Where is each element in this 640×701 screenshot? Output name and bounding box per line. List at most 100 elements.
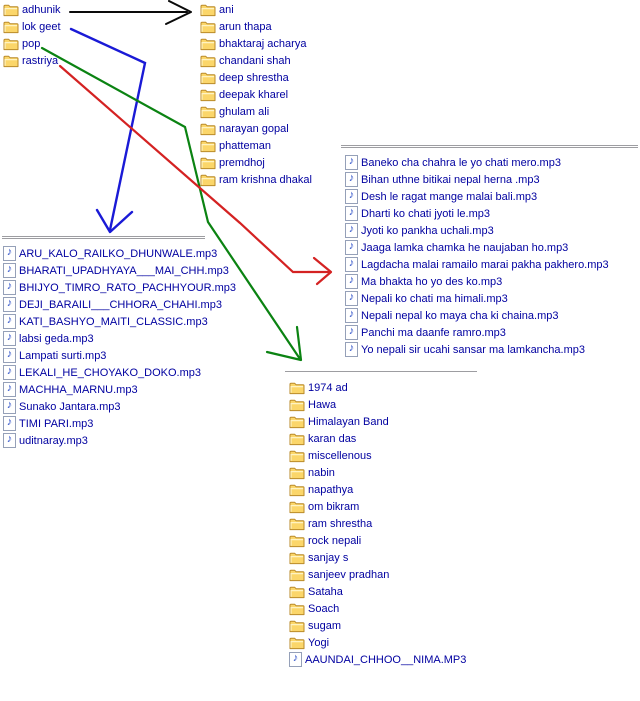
list-item[interactable]: sanjay s [289,549,477,566]
item-label: pop [22,38,41,50]
item-label: Yogi [308,637,330,649]
music-note-icon: ♪ [345,342,358,357]
list-item[interactable]: ♪ BHIJYO_TIMRO_RATO_PACHHYOUR.mp3 [3,279,236,296]
folder-icon [3,4,19,16]
item-label: BHARATI_UPADHYAYA___MAI_CHH.mp3 [19,265,229,277]
list-item[interactable]: ♪ BHARATI_UPADHYAYA___MAI_CHH.mp3 [3,262,229,279]
list-item[interactable]: ♪ Jyoti ko pankha uchali.mp3 [345,222,638,239]
item-label: BHIJYO_TIMRO_RATO_PACHHYOUR.mp3 [19,282,236,294]
list-item[interactable]: Soach [289,600,477,617]
item-label: Ma bhakta ho yo des ko.mp3 [361,276,503,288]
rastriya-song-list: ♪ Baneko cha chahra le yo chati mero.mp3… [341,145,638,358]
music-note-icon: ♪ [345,308,358,323]
list-item[interactable]: bhaktaraj acharya [200,35,312,52]
list-item[interactable]: sanjeev pradhan [289,566,477,583]
music-note-icon: ♪ [3,314,16,329]
music-note-icon: ♪ [3,382,16,397]
list-item[interactable]: ♪ Jaaga lamka chamka he naujaban ho.mp3 [345,239,638,256]
item-label: Lampati surti.mp3 [19,350,107,362]
music-note-icon: ♪ [345,223,358,238]
list-item[interactable]: miscellenous [289,447,477,464]
list-item[interactable]: phatteman [200,137,312,154]
list-item[interactable]: ♪ KATI_BASHYO_MAITI_CLASSIC.mp3 [3,313,208,330]
music-note-icon: ♪ [3,399,16,414]
music-note-icon: ♪ [345,155,358,170]
folder-icon [289,586,305,598]
item-label: Himalayan Band [308,416,389,428]
music-note-icon: ♪ [3,348,16,363]
item-label: MACHHA_MARNU.mp3 [19,384,138,396]
list-item[interactable]: ♪ Panchi ma daanfe ramro.mp3 [345,324,638,341]
list-item[interactable]: ♪ Ma bhakta ho yo des ko.mp3 [345,273,638,290]
music-note-icon: ♪ [3,246,16,261]
folder-icon [200,157,216,169]
item-label: miscellenous [308,450,372,462]
list-item[interactable]: sugam [289,617,477,634]
separator-line [2,236,205,239]
music-note-icon: ♪ [345,325,358,340]
rastriya-song-rows: ♪ Baneko cha chahra le yo chati mero.mp3… [341,154,638,358]
list-item[interactable]: ram shrestha [289,515,477,532]
separator-line [341,145,638,148]
artist-folder-list: ani arun thapa bhaktaraj acharya [200,1,312,188]
list-item[interactable]: pop [3,35,61,52]
list-item[interactable]: ♪ Nepali ko chati ma himali.mp3 [345,290,638,307]
list-item[interactable]: narayan gopal [200,120,312,137]
list-item[interactable]: ♪ labsi geda.mp3 [3,330,205,347]
list-item[interactable]: chandani shah [200,52,312,69]
list-item[interactable]: 1974 ad [289,379,477,396]
folder-icon [200,123,216,135]
list-item[interactable]: ♪ Desh le ragat mange malai bali.mp3 [345,188,638,205]
list-item[interactable]: ani [200,1,312,18]
list-item[interactable]: ♪ Bihan uthne bitikai nepal herna .mp3 [345,171,638,188]
list-item[interactable]: nabin [289,464,477,481]
folder-icon [200,4,216,16]
list-item[interactable]: Yogi [289,634,477,651]
list-item[interactable]: deepak kharel [200,86,312,103]
list-item[interactable]: ♪ Nepali nepal ko maya cha ki chaina.mp3 [345,307,638,324]
list-item[interactable]: Himalayan Band [289,413,477,430]
list-item[interactable]: ♪ ARU_KALO_RAILKO_DHUNWALE.mp3 [3,245,217,262]
list-item[interactable]: ♪ Yo nepali sir ucahi sansar ma lamkanch… [345,341,638,358]
list-item[interactable]: deep shrestha [200,69,312,86]
arrow-adhunik-to-artists [69,0,192,25]
folder-icon [289,382,305,394]
item-label: karan das [308,433,357,445]
list-item[interactable]: napathya [289,481,477,498]
list-item[interactable]: ghulam ali [200,103,312,120]
list-item[interactable]: ♪ Dharti ko chati jyoti le.mp3 [345,205,638,222]
list-item[interactable]: ♪ Lampati surti.mp3 [3,347,205,364]
item-label: premdhoj [219,157,265,169]
list-item[interactable]: om bikram [289,498,477,515]
list-item[interactable]: ♪ LEKALI_HE_CHOYAKO_DOKO.mp3 [3,364,205,381]
folder-icon [289,450,305,462]
folder-icon [200,140,216,152]
folder-icon [289,416,305,428]
list-item[interactable]: ♪ MACHHA_MARNU.mp3 [3,381,205,398]
music-note-icon: ♪ [345,206,358,221]
item-label: Sunako Jantara.mp3 [19,401,121,413]
music-note-icon: ♪ [3,365,16,380]
list-item[interactable]: ♪ AAUNDAI_CHHOO__NIMA.MP3 [289,651,477,668]
list-item[interactable]: ♪ Sunako Jantara.mp3 [3,398,205,415]
item-label: Lagdacha malai ramailo marai pakha pakhe… [361,259,609,271]
list-item[interactable]: ram krishna dhakal [200,171,312,188]
list-item[interactable]: arun thapa [200,18,312,35]
list-item[interactable]: rock nepali [289,532,477,549]
item-label: sugam [308,620,342,632]
music-note-icon: ♪ [345,189,358,204]
list-item[interactable]: lok geet [3,18,61,35]
list-item[interactable]: ♪ Lagdacha malai ramailo marai pakha pak… [345,256,638,273]
list-item[interactable]: ♪ TIMI PARI.mp3 [3,415,205,432]
list-item[interactable]: ♪ DEJI_BARAILI___CHHORA_CHAHI.mp3 [3,296,222,313]
list-item[interactable]: rastriya [3,52,61,69]
music-note-icon: ♪ [3,433,16,448]
list-item[interactable]: karan das [289,430,477,447]
item-label: Dharti ko chati jyoti le.mp3 [361,208,490,220]
list-item[interactable]: premdhoj [200,154,312,171]
list-item[interactable]: Sataha [289,583,477,600]
list-item[interactable]: ♪ uditnaray.mp3 [3,432,205,449]
list-item[interactable]: adhunik [3,1,61,18]
list-item[interactable]: Hawa [289,396,477,413]
list-item[interactable]: ♪ Baneko cha chahra le yo chati mero.mp3 [345,154,638,171]
